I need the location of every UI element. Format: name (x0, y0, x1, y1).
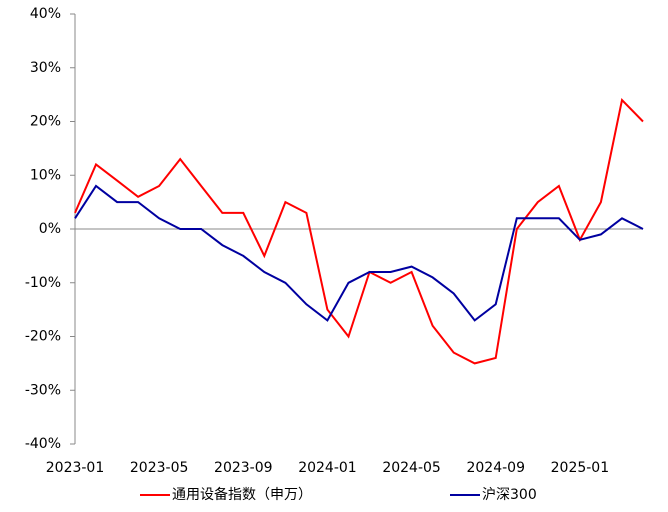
y-tick-label: 0% (39, 221, 61, 237)
x-tick-label: 2025-01 (551, 460, 610, 476)
x-tick-label: 2024-05 (382, 460, 441, 476)
y-tick-label: 40% (30, 6, 61, 22)
x-tick-label: 2024-09 (466, 460, 525, 476)
series-line (74, 184, 644, 322)
y-tick-label: 30% (30, 60, 61, 76)
y-tick-label: -30% (25, 382, 61, 398)
legend-label: 通用设备指数（申万） (172, 486, 312, 503)
y-tick-label: 10% (30, 167, 61, 183)
x-tick-label: 2023-05 (130, 460, 189, 476)
y-tick-label: -10% (25, 275, 61, 291)
y-tick-label: -20% (25, 329, 61, 345)
series-line (74, 97, 644, 365)
legend-label: 沪深300 (482, 487, 537, 503)
y-tick-label: 20% (30, 114, 61, 130)
x-tick-label: 2024-01 (298, 460, 357, 476)
x-tick-label: 2023-01 (46, 460, 105, 476)
x-tick-label: 2023-09 (214, 460, 273, 476)
y-tick-label: -40% (25, 436, 61, 452)
